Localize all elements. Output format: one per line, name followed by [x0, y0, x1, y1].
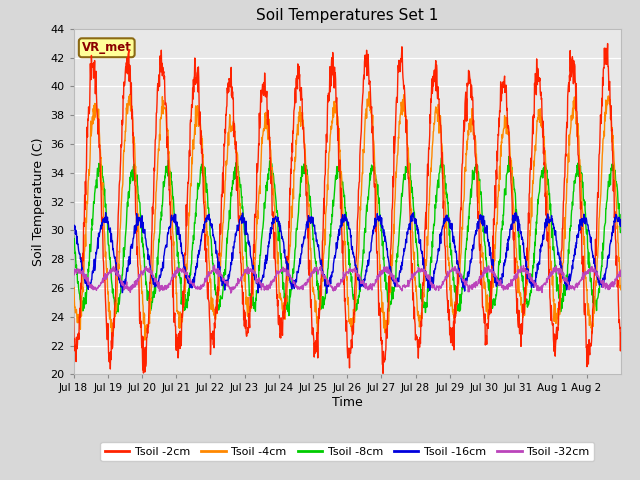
- Legend: Tsoil -2cm, Tsoil -4cm, Tsoil -8cm, Tsoil -16cm, Tsoil -32cm: Tsoil -2cm, Tsoil -4cm, Tsoil -8cm, Tsoi…: [100, 442, 594, 461]
- Y-axis label: Soil Temperature (C): Soil Temperature (C): [32, 137, 45, 266]
- Text: VR_met: VR_met: [82, 41, 132, 54]
- Title: Soil Temperatures Set 1: Soil Temperatures Set 1: [256, 9, 438, 24]
- X-axis label: Time: Time: [332, 396, 363, 409]
